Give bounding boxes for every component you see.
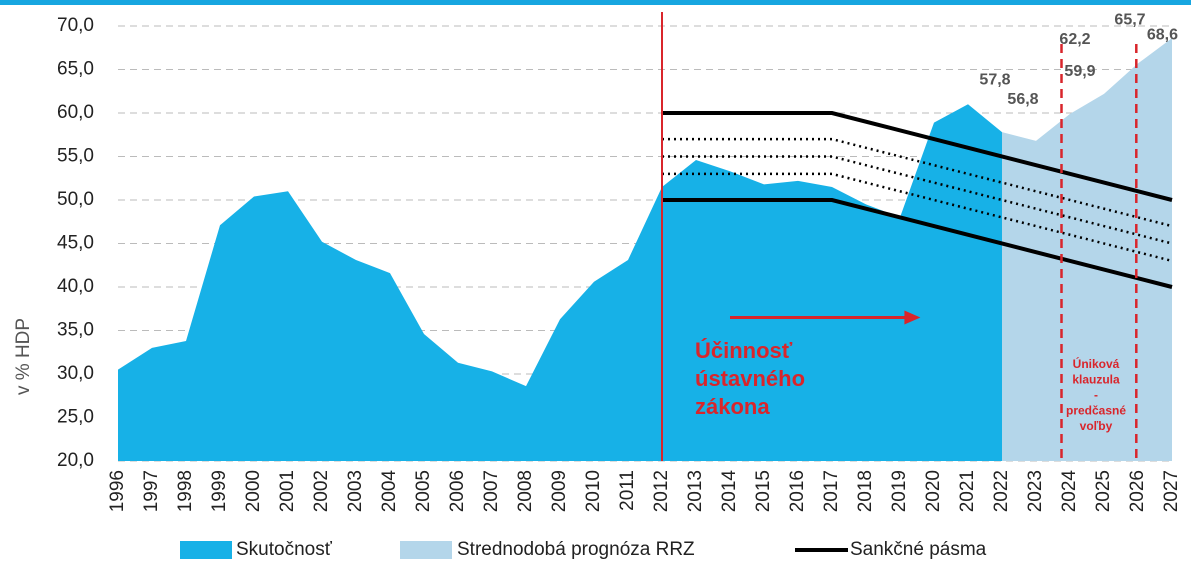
annotation: ústavného [695, 366, 805, 391]
x-tick-label: 1998 [175, 470, 196, 512]
x-tick-label: 2013 [685, 470, 706, 512]
x-tick-label: 2005 [413, 470, 434, 512]
x-tick-label: 2014 [719, 470, 740, 513]
y-tick-label: 70,0 [57, 15, 94, 36]
sanction-line [662, 137, 1173, 228]
x-tick-label: 2009 [549, 470, 570, 512]
x-tick-label: 1996 [107, 470, 128, 512]
x-tick-label: 2016 [787, 470, 808, 512]
x-tick-label: 2018 [855, 470, 876, 512]
legend-swatch [180, 541, 232, 559]
sanction-line [662, 172, 1173, 263]
x-tick-label: 2019 [889, 470, 910, 512]
x-tick-label: 2024 [1059, 470, 1080, 513]
area [1002, 38, 1172, 462]
value-label: 62,2 [1059, 31, 1090, 48]
y-tick-label: 45,0 [57, 233, 94, 254]
legend-swatch [400, 541, 452, 559]
x-tick-label: 2008 [515, 470, 536, 512]
value-label: 59,9 [1064, 63, 1095, 80]
annotation: Úniková [1073, 356, 1120, 371]
annotation: voľby [1080, 419, 1113, 433]
x-tick-label: 2020 [923, 470, 944, 512]
x-tick-label: 2000 [243, 470, 264, 512]
value-label: 68,6 [1147, 26, 1178, 43]
y-tick-label: 35,0 [57, 320, 94, 341]
y-tick-label: 55,0 [57, 146, 94, 167]
x-tick-label: 2015 [753, 470, 774, 512]
x-tick-label: 2026 [1127, 470, 1148, 512]
y-tick-label: 30,0 [57, 363, 94, 384]
sanction-line [662, 198, 1173, 289]
x-tick-label: 2007 [481, 470, 502, 512]
header-bar [0, 0, 1191, 5]
x-tick-label: 2001 [277, 470, 298, 512]
value-label: 57,8 [979, 71, 1010, 88]
x-tick-label: 2023 [1025, 470, 1046, 512]
x-tick-label: 2017 [821, 470, 842, 512]
x-tick-label: 2003 [345, 470, 366, 512]
annotation: zákona [695, 394, 770, 419]
legend-label: Sankčné pásma [850, 539, 987, 560]
y-tick-label: 50,0 [57, 189, 94, 210]
value-label: 65,7 [1114, 12, 1145, 29]
x-tick-label: 2027 [1161, 470, 1182, 512]
legend-label: Skutočnosť [236, 539, 333, 560]
y-tick-label: 40,0 [57, 276, 94, 297]
legend-label: Strednodobá prognóza RRZ [457, 539, 695, 560]
area [118, 104, 1002, 462]
x-tick-label: 2025 [1093, 470, 1114, 512]
x-tick-label: 2010 [583, 470, 604, 512]
x-tick-label: 2004 [379, 470, 400, 513]
sanction-line [662, 155, 1173, 245]
value-label: 56,8 [1007, 91, 1038, 108]
x-tick-label: 1997 [141, 470, 162, 512]
annotation: klauzula [1072, 373, 1120, 387]
x-tick-label: 2011 [617, 470, 638, 511]
y-tick-label: 20,0 [57, 450, 94, 471]
y-tick-label: 60,0 [57, 102, 94, 123]
annotation: predčasné [1066, 404, 1126, 418]
x-tick-label: 2021 [957, 470, 978, 512]
x-tick-label: 2022 [991, 470, 1012, 512]
arrow-head [904, 310, 921, 325]
x-tick-label: 1999 [209, 470, 230, 512]
annotation: - [1094, 388, 1098, 402]
x-tick-label: 2012 [651, 470, 672, 512]
y-tick-label: 65,0 [57, 59, 94, 80]
y-axis-label: v % HDP [13, 318, 34, 395]
annotation: Účinnosť [695, 338, 793, 363]
sanction-line [662, 111, 1173, 202]
x-tick-label: 2006 [447, 470, 468, 512]
y-tick-label: 25,0 [57, 407, 94, 428]
x-tick-label: 2002 [311, 470, 332, 512]
